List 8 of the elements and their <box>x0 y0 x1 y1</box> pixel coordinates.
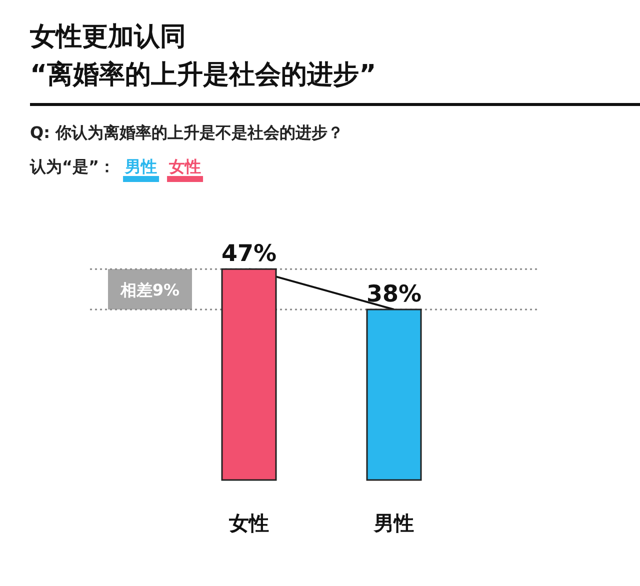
legend-title: 认为“是”： <box>29 157 116 176</box>
data-label: 38% <box>366 281 422 308</box>
data-label: 47% <box>221 241 277 268</box>
text: 男性 <box>124 157 158 176</box>
chart-title: 女性更加认同 “离婚率的上升是社会的进步” <box>29 22 376 90</box>
text: 女性 <box>168 157 202 176</box>
chart-subtitle: Q: 你认为离婚率的上升是不是社会的进步？ <box>30 123 344 142</box>
band-label: 相差9% <box>119 280 180 300</box>
